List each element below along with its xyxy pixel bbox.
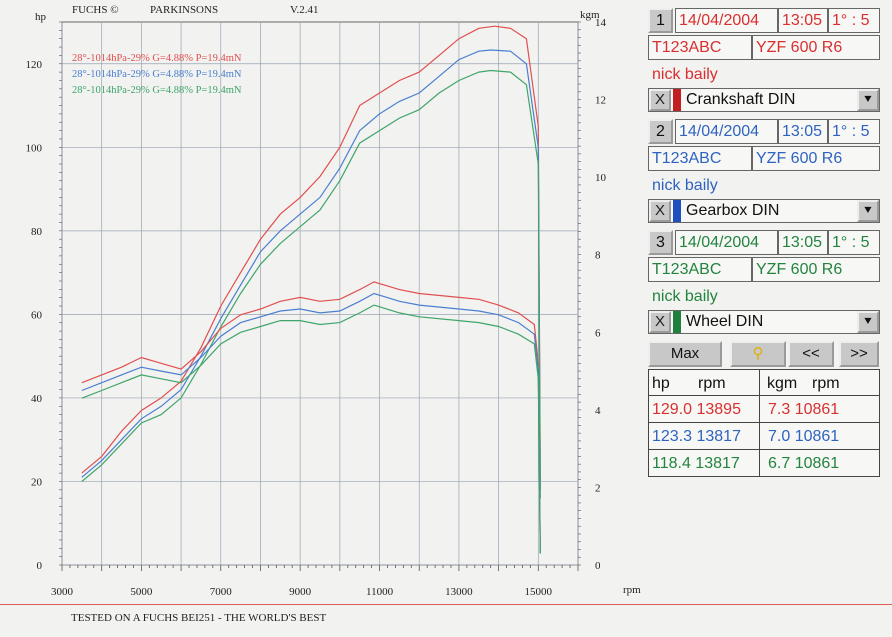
- header-rpm-kgm: rpm: [812, 375, 840, 392]
- results-hp-value: 129.0 13895: [652, 401, 741, 418]
- run-ratio: 1° : 5: [828, 119, 880, 144]
- y-right-tick-label: 12: [595, 95, 606, 107]
- run-date: 14/04/2004: [675, 230, 778, 255]
- legend-entry-1: 28°-1014hPa-29% G=4.88% P=19.4mN: [72, 53, 242, 64]
- results-kgm-value: 6.7 10861: [768, 455, 840, 472]
- series-kgm-3: [81, 304, 541, 554]
- legend-entry-2: 28°-1014hPa-29% G=4.88% P=19.4mN: [72, 69, 242, 80]
- x-tick-label: 5000: [130, 586, 153, 598]
- brand-label: FUCHS ©: [72, 4, 119, 16]
- series-kgm-1: [81, 281, 541, 554]
- run-time: 13:05: [778, 8, 828, 33]
- x-tick-label: 9000: [289, 586, 312, 598]
- run-mode-label: Gearbox DIN: [686, 202, 780, 219]
- chevron-down-icon[interactable]: ⯆: [857, 311, 879, 333]
- x-tick-label: 3000: [51, 586, 74, 598]
- run-color-swatch: [673, 89, 681, 111]
- y-left-tick-label: 0: [37, 560, 43, 572]
- y-right-tick-label: 0: [595, 560, 601, 572]
- series-kgm-2: [81, 292, 541, 554]
- version-label: V.2.41: [290, 4, 319, 16]
- y-left-tick-label: 20: [31, 476, 43, 488]
- series: [81, 25, 541, 554]
- run-time: 13:05: [778, 119, 828, 144]
- series-hp-3: [81, 69, 541, 499]
- run-rider: nick baily: [652, 66, 718, 83]
- run-registration: T123ABC: [648, 35, 752, 60]
- run-rider: nick baily: [652, 177, 718, 194]
- x-tick-label: 15000: [525, 586, 553, 598]
- results-row-divider: [648, 422, 880, 423]
- chevron-down-icon[interactable]: ⯆: [857, 200, 879, 222]
- y-left-tick-label: 120: [26, 59, 43, 71]
- header-kgm: kgm: [767, 375, 798, 392]
- y-right-tick-label: 10: [595, 172, 607, 184]
- run-date: 14/04/2004: [675, 8, 778, 33]
- results-table-left-column: [648, 369, 760, 477]
- footer-text: TESTED ON A FUCHS BEI251 - THE WORLD'S B…: [71, 612, 327, 624]
- run-date: 14/04/2004: [675, 119, 778, 144]
- y-right-tick-label: 2: [595, 482, 601, 494]
- chevron-down-icon[interactable]: ⯆: [857, 89, 879, 111]
- series-hp-2: [81, 49, 541, 490]
- axes: 3000 5000 7000 9000 11000 13000 15000020406080…: [26, 17, 607, 598]
- x-tick-label: 13000: [445, 586, 473, 598]
- zoom-search-icon[interactable]: ⚲: [730, 341, 786, 367]
- run-mode-label: Wheel DIN: [686, 313, 764, 330]
- close-run-button[interactable]: X: [649, 89, 671, 111]
- run-color-swatch: [673, 200, 681, 222]
- run-registration: T123ABC: [648, 146, 752, 171]
- y-left-tick-label: 80: [31, 226, 43, 238]
- run-panel: 1 14/04/2004 13:05 1° : 5 T123ABC YZF 600 R6 n…: [642, 0, 892, 480]
- results-row-divider: [648, 449, 880, 450]
- run-number-button-1[interactable]: 1: [648, 8, 673, 33]
- run-mode-select[interactable]: [648, 88, 880, 112]
- run-ratio: 1° : 5: [828, 230, 880, 255]
- series-hp-1: [81, 25, 541, 482]
- next-button[interactable]: >>: [839, 341, 879, 367]
- y-right-tick-label: 6: [595, 327, 601, 339]
- prev-button[interactable]: <<: [788, 341, 834, 367]
- y-right-tick-label: 14: [595, 17, 607, 29]
- close-run-button[interactable]: X: [649, 311, 671, 333]
- run-model: YZF 600 R6: [752, 257, 880, 282]
- run-time: 13:05: [778, 230, 828, 255]
- results-kgm-value: 7.0 10861: [768, 428, 840, 445]
- y-left-tick-label: 60: [31, 309, 43, 321]
- results-row-divider: [648, 395, 880, 396]
- results-kgm-value: 7.3 10861: [768, 401, 840, 418]
- results-hp-value: 123.3 13817: [652, 428, 741, 445]
- run-model: YZF 600 R6: [752, 35, 880, 60]
- dyno-chart: 3000 5000 7000 9000 11000 13000 15000020406080…: [25, 4, 642, 598]
- x-unit-label: rpm: [623, 584, 641, 596]
- header-rpm-hp: rpm: [698, 375, 726, 392]
- run-ratio: 1° : 5: [828, 8, 880, 33]
- header-hp: hp: [652, 375, 670, 392]
- y-right-tick-label: 4: [595, 405, 601, 417]
- run-mode-select[interactable]: [648, 310, 880, 334]
- x-tick-label: 7000: [210, 586, 233, 598]
- run-registration: T123ABC: [648, 257, 752, 282]
- right-unit-label: kgm: [580, 9, 600, 21]
- run-number-button-2[interactable]: 2: [648, 119, 673, 144]
- footer-divider: [0, 604, 892, 605]
- legend: 28°-1014hPa-29% G=4.88% P=19.4mN 28°-1014…: [72, 53, 242, 96]
- max-button[interactable]: Max: [648, 341, 722, 367]
- run-rider: nick baily: [652, 288, 718, 305]
- legend-entry-3: 28°-1014hPa-29% G=4.88% P=19.4mN: [72, 85, 242, 96]
- y-left-tick-label: 100: [26, 142, 43, 154]
- y-right-tick-label: 8: [595, 250, 601, 262]
- run-model: YZF 600 R6: [752, 146, 880, 171]
- company-label: PARKINSONS: [150, 4, 218, 16]
- left-unit-label: hp: [35, 11, 47, 23]
- y-left-tick-label: 40: [31, 393, 43, 405]
- run-color-swatch: [673, 311, 681, 333]
- run-mode-select[interactable]: [648, 199, 880, 223]
- results-hp-value: 118.4 13817: [652, 455, 740, 472]
- run-mode-label: Crankshaft DIN: [686, 91, 796, 108]
- x-tick-label: 11000: [366, 586, 394, 598]
- close-run-button[interactable]: X: [649, 200, 671, 222]
- run-number-button-3[interactable]: 3: [648, 230, 673, 255]
